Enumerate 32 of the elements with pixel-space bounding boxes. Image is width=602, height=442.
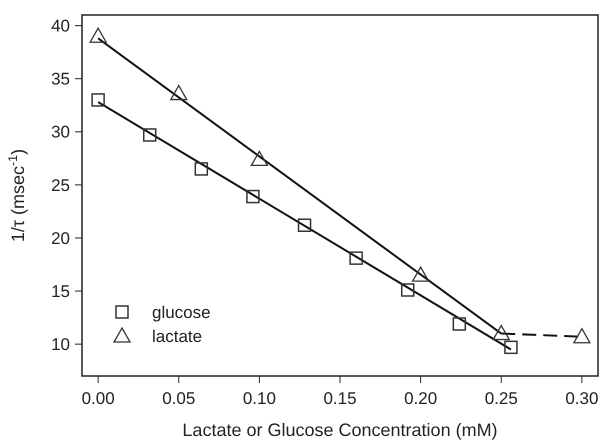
legend-label: lactate <box>152 326 202 346</box>
point <box>142 128 156 142</box>
x-tick-label: 0.15 <box>323 389 357 408</box>
point <box>246 190 260 204</box>
y-tick-label: 10 <box>51 335 70 354</box>
x-tick-label: 0.20 <box>404 389 438 408</box>
x-tick-label: 0.30 <box>565 389 598 408</box>
x-tick-label: 0.10 <box>242 389 276 408</box>
point <box>250 150 268 166</box>
legend-label: glucose <box>152 302 211 322</box>
point <box>452 317 466 331</box>
x-tick-label: 0.05 <box>162 389 196 408</box>
point <box>298 218 312 232</box>
point <box>194 162 208 176</box>
point <box>400 283 414 297</box>
x-axis-title: Lactate or Glucose Concentration (mM) <box>182 420 498 440</box>
y-tick-label: 40 <box>51 16 70 36</box>
point <box>89 28 107 43</box>
point <box>349 251 363 265</box>
y-tick-label: 25 <box>51 176 70 195</box>
point <box>91 93 105 107</box>
point <box>412 266 430 282</box>
y-tick-label: 15 <box>51 282 70 302</box>
point <box>492 324 510 340</box>
point <box>573 328 591 344</box>
x-tick-label: 0.25 <box>484 389 518 408</box>
point <box>504 340 518 354</box>
y-tick-label: 35 <box>51 70 70 89</box>
y-tick-label: 30 <box>51 122 70 142</box>
x-tick-label: 0.00 <box>82 389 115 408</box>
y-tick-label: 20 <box>51 228 70 248</box>
point <box>170 84 188 100</box>
